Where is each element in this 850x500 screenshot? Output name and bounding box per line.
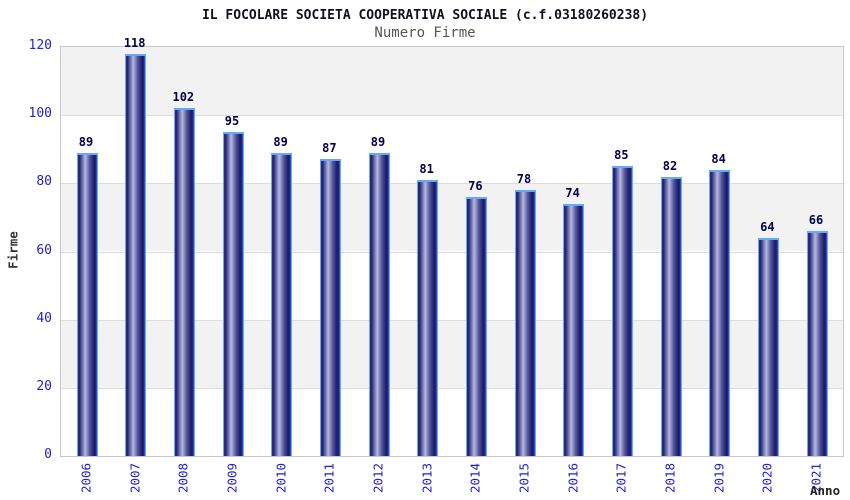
bar-2012	[368, 152, 390, 456]
bar-value-label: 89	[78, 134, 94, 149]
x-tick-label: 2010	[273, 462, 289, 494]
gridline	[61, 115, 843, 117]
bar-value-label: 89	[370, 134, 386, 149]
bar-2006	[76, 152, 98, 456]
x-axis-title: Anno	[810, 483, 841, 498]
bar-value-label: 78	[516, 172, 532, 187]
x-tick-label: 2009	[224, 462, 240, 494]
y-tick-label: 40	[36, 310, 52, 326]
y-tick-label: 20	[36, 378, 52, 394]
bar-value-label: 87	[322, 141, 337, 156]
x-tick-label: 2019	[711, 462, 727, 494]
y-tick-label: 80	[36, 174, 52, 190]
y-tick-label: 60	[36, 242, 52, 258]
bar-value-label: 64	[760, 219, 775, 234]
x-tick-label: 2013	[419, 462, 435, 494]
x-tick-label: 2015	[516, 462, 532, 494]
bar-2019	[709, 169, 731, 456]
bar-value-label: 74	[565, 185, 580, 200]
bar-value-label: 118	[123, 35, 146, 50]
bar-value-label: 102	[172, 90, 195, 105]
bar-2007	[125, 53, 147, 456]
chart-title: IL FOCOLARE SOCIETA COOPERATIVA SOCIALE …	[201, 8, 649, 23]
y-tick-label: 100	[28, 106, 52, 122]
x-tick-label: 2017	[613, 462, 629, 494]
bar-2011	[319, 159, 341, 456]
bar-2016	[563, 203, 585, 456]
x-tick-label: 2012	[370, 462, 386, 494]
bar-value-label: 89	[273, 134, 288, 149]
bar-value-label: 84	[711, 151, 726, 166]
gridline	[61, 387, 843, 389]
gridline	[61, 183, 843, 185]
gridline	[61, 251, 843, 253]
bar-2015	[514, 190, 536, 456]
x-tick-label: 2006	[78, 462, 94, 494]
y-tick-label: 0	[44, 447, 52, 462]
bar-value-label: 66	[808, 213, 824, 228]
bar-value-label: 95	[224, 114, 240, 129]
bar-2020	[757, 237, 779, 456]
bar-2018	[660, 176, 682, 456]
x-tick-label: 2014	[467, 462, 483, 494]
y-tick-label: 120	[28, 38, 52, 53]
gridline	[61, 319, 843, 321]
plot-area	[60, 46, 844, 457]
bar-value-label: 76	[468, 178, 483, 193]
plot-band	[61, 47, 843, 116]
x-tick-label: 2008	[175, 462, 191, 494]
x-tick-label: 2020	[759, 462, 775, 494]
x-tick-label: 2016	[565, 462, 581, 494]
bar-2008	[173, 108, 195, 456]
bar-value-label: 85	[614, 148, 629, 163]
bar-2017	[611, 166, 633, 456]
x-tick-label: 2007	[127, 462, 143, 494]
bar-value-label: 81	[419, 161, 434, 176]
chart-subtitle: Numero Firme	[374, 25, 476, 41]
x-tick-label: 2011	[321, 462, 337, 494]
bar-2013	[417, 179, 439, 456]
bar-2014	[465, 196, 487, 456]
bar-2010	[271, 152, 293, 456]
x-tick-label: 2018	[662, 462, 678, 494]
bar-2021	[806, 231, 828, 456]
bar-value-label: 82	[662, 158, 678, 173]
bar-2009	[222, 132, 244, 456]
